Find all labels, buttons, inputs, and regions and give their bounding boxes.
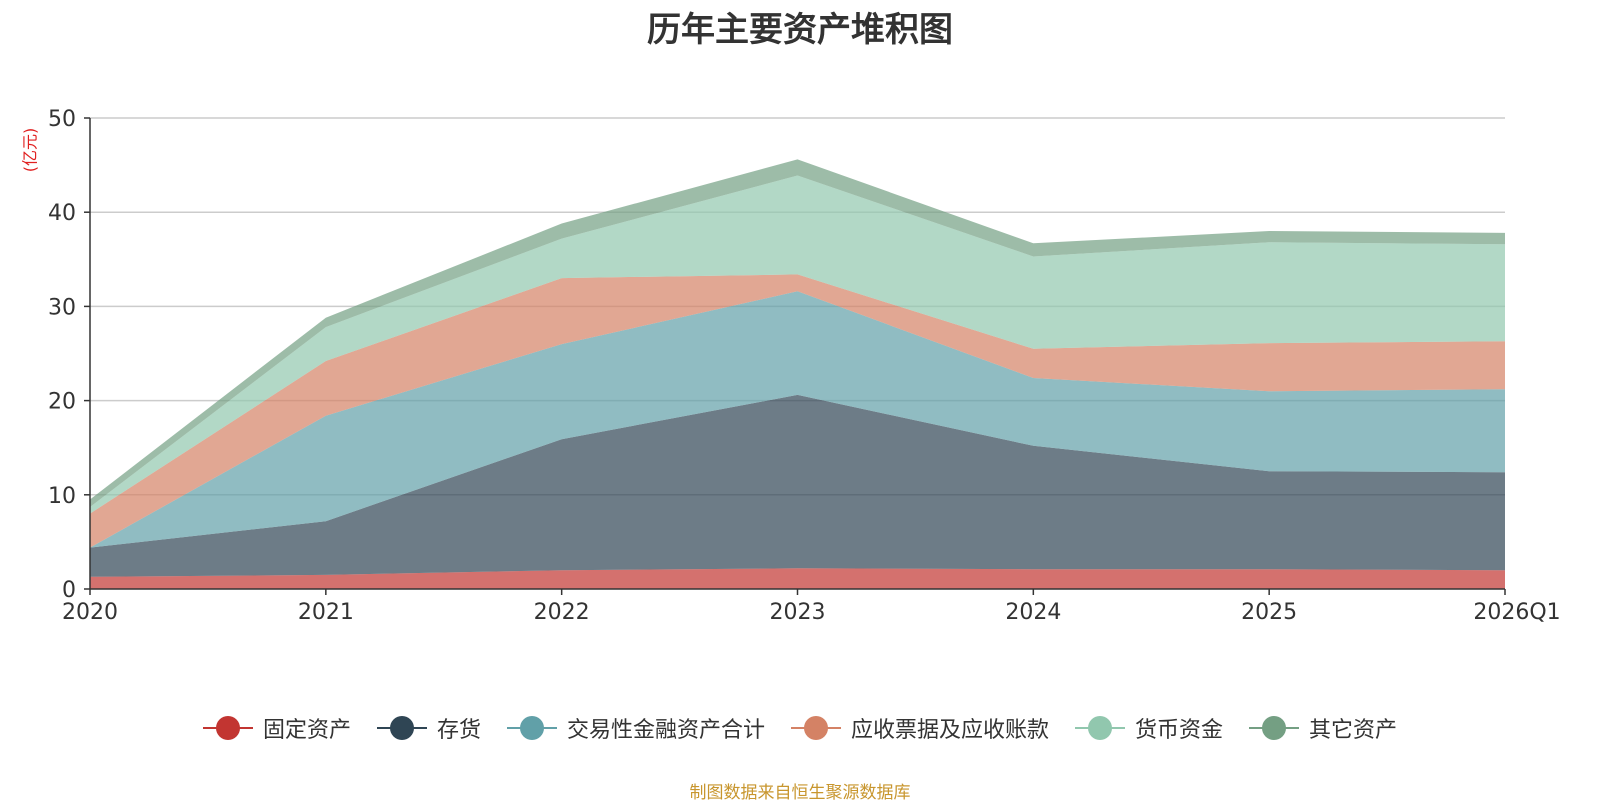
y-tick-label-30: 30 (48, 295, 76, 320)
area-series-2 (90, 291, 1505, 548)
legend-item-5[interactable]: 其它资产 (1249, 712, 1397, 744)
x-tick-label-2: 2022 (534, 600, 590, 625)
legend-label: 交易性金融资产合计 (566, 718, 765, 743)
legend-item-0[interactable]: 固定资产 (202, 712, 351, 744)
legend-item-4[interactable]: 货币资金 (1075, 712, 1223, 744)
x-tick-label-1: 2021 (298, 600, 354, 625)
source-note: 制图数据来自恒生聚源数据库 (689, 783, 911, 803)
x-tick-label-6: 2026Q1 (1473, 600, 1560, 625)
legend-label: 其它资产 (1309, 718, 1398, 743)
axes: 0 10 20 30 40 50 2020 2021 2022 2023 2024 2025 2026Q… (48, 107, 1561, 625)
legend-label: 应收票据及应收账款 (851, 718, 1050, 743)
area-series-group (90, 159, 1505, 589)
legend-marker-icon (202, 715, 253, 741)
legend-marker-icon (791, 715, 841, 741)
legend-label: 货币资金 (1135, 718, 1224, 743)
legend-item-2[interactable]: 交易性金融资产合计 (506, 712, 765, 744)
y-tick-label-40: 40 (48, 201, 76, 226)
x-tick-label-4: 2024 (1005, 600, 1061, 625)
area-series-0 (90, 568, 1505, 589)
chart-title: 历年主要资产堆积图 (647, 10, 953, 50)
x-tick-label-5: 2025 (1241, 600, 1297, 625)
y-tick-label-50: 50 (48, 107, 76, 132)
y-tick-label-0: 0 (62, 578, 76, 603)
x-tick-label-0: 2020 (62, 600, 118, 625)
legend-label: 固定资产 (262, 718, 351, 743)
y-tick-label-10: 10 (48, 484, 76, 509)
legend-label: 存货 (436, 718, 481, 743)
legend-item-1[interactable]: 存货 (376, 712, 481, 744)
legend-item-3[interactable]: 应收票据及应收账款 (791, 712, 1049, 744)
legend-marker-icon (1075, 715, 1126, 741)
legend: 固定资产 存货 交易性金融资产合计 应收票据及应收账款 货币资金 其它资产 (0, 712, 1600, 744)
legend-marker-icon (506, 715, 557, 741)
area-series-3 (90, 274, 1505, 548)
y-tick-label-20: 20 (48, 390, 76, 415)
area-series-4 (90, 175, 1505, 514)
area-series-1 (90, 394, 1505, 577)
legend-marker-icon (376, 715, 427, 741)
area-series-5 (90, 159, 1505, 507)
legend-marker-icon (1249, 715, 1300, 741)
x-tick-label-3: 2023 (770, 600, 826, 625)
